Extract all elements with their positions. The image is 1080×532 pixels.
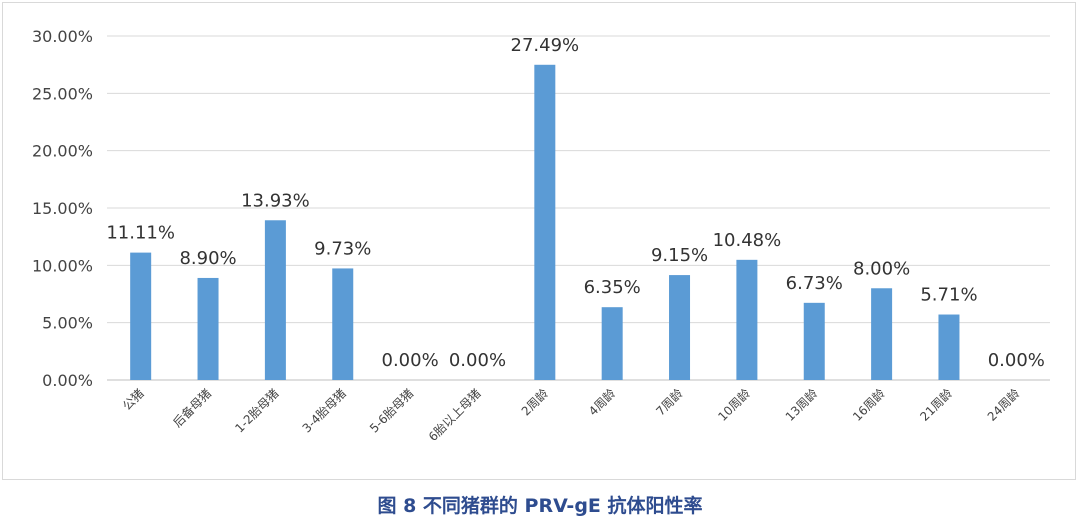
y-tick-label: 5.00% [42, 314, 93, 333]
bar [534, 64, 556, 380]
y-tick-label: 25.00% [32, 84, 93, 103]
bar [197, 277, 219, 380]
bar [871, 288, 893, 380]
bar [736, 259, 758, 380]
x-tick-label: 13周龄 [783, 386, 821, 424]
data-label: 8.90% [179, 248, 236, 269]
x-tick-label: 5-6胎母猪 [367, 386, 416, 435]
x-tick-label: 2周龄 [519, 386, 551, 418]
y-tick-label: 20.00% [32, 142, 93, 161]
x-tick-label: 3-4胎母猪 [300, 386, 349, 435]
y-tick-label: 15.00% [32, 199, 93, 218]
gridlines [107, 35, 1050, 381]
data-label: 0.00% [382, 350, 439, 371]
bar-chart: 0.00% 5.00% 10.00% 15.00% 20.00% 25.00% 30.00%… [32, 27, 1050, 444]
data-label: 13.93% [241, 190, 310, 211]
data-label: 0.00% [449, 350, 506, 371]
x-tick-label: 7周龄 [653, 386, 685, 418]
data-label: 27.49% [511, 35, 580, 56]
x-axis-ticks: 公猪 后备母猪 1-2胎母猪 3-4胎母猪 5-6胎母猪 6胎以上母猪 2周龄 4周龄 7周龄 1… [120, 386, 1023, 444]
x-tick-label: 后备母猪 [170, 386, 214, 430]
bar [130, 252, 152, 380]
bar [332, 268, 354, 380]
figure-caption: 图 8 不同猪群的 PRV-gE 抗体阳性率 [377, 495, 703, 517]
data-label: 8.00% [853, 258, 910, 279]
bars [130, 64, 960, 380]
x-tick-label: 10周龄 [715, 386, 753, 424]
bar [669, 275, 691, 380]
data-labels: 11.11%8.90% 13.93% 9.73% 0.00% 0.00% 27.49% 6.… [106, 35, 1045, 371]
data-label: 6.35% [584, 277, 641, 298]
y-tick-label: 0.00% [42, 371, 93, 390]
bar [264, 220, 286, 380]
bar [601, 307, 623, 380]
bar [938, 314, 960, 380]
data-label: 0.00% [988, 350, 1045, 371]
data-label: 10.48% [713, 230, 782, 251]
y-axis-ticks: 0.00% 5.00% 10.00% 15.00% 20.00% 25.00% 30.00% [32, 27, 93, 390]
x-tick-label: 1-2胎母猪 [232, 386, 281, 435]
data-label: 5.71% [920, 285, 977, 306]
data-label: 9.73% [314, 238, 371, 259]
data-label: 6.73% [786, 273, 843, 294]
chart-frame: 0.00% 5.00% 10.00% 15.00% 20.00% 25.00% 30.00%… [2, 2, 1076, 480]
y-tick-label: 10.00% [32, 256, 93, 275]
x-tick-label: 公猪 [120, 386, 147, 413]
x-tick-label: 4周龄 [586, 386, 618, 418]
x-tick-label: 24周龄 [985, 386, 1023, 424]
data-label: 11.11% [106, 223, 175, 244]
x-tick-label: 16周龄 [850, 386, 888, 424]
data-label: 9.15% [651, 245, 708, 266]
y-tick-label: 30.00% [32, 27, 93, 46]
x-tick-label: 21周龄 [917, 386, 955, 424]
x-tick-label: 6胎以上母猪 [426, 386, 484, 444]
bar [803, 302, 825, 380]
